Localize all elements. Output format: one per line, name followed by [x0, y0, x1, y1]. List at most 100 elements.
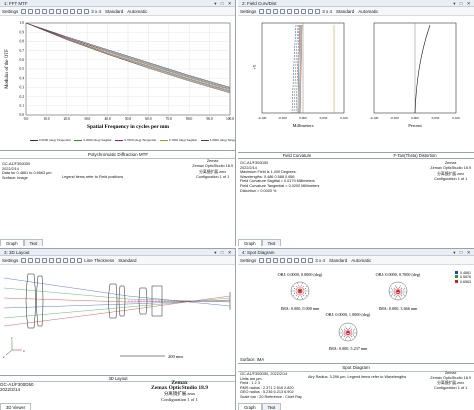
tab-text[interactable]: Text — [261, 403, 282, 410]
layout-title-bar[interactable]: 3: 3D Layout ▾ □ ✕ — [0, 249, 235, 256]
spot-cluster — [290, 281, 310, 301]
print-icon[interactable] — [280, 257, 286, 263]
spot-point — [394, 289, 396, 291]
file-label: 分离镜扩展.zmx — [163, 391, 196, 397]
copy-icon[interactable] — [273, 8, 279, 14]
x-tick-label: 60.0 — [145, 117, 151, 121]
y-tick-label: 0.9 — [20, 30, 25, 34]
tab-3d-viewer[interactable]: 3D Viewer — [0, 403, 32, 410]
spot-point — [348, 337, 350, 339]
settings-button[interactable]: Settings — [2, 8, 19, 14]
file-label: 分离镜扩展.zmx — [437, 381, 465, 386]
grid-dropdown[interactable]: 3 x 4 — [315, 257, 326, 263]
mtf-title-bar[interactable]: 1: FFT MTF ▾ □ ✕ — [0, 0, 235, 7]
spot-info-lines: GC-A1/F300D50, 2022/2/14 Units are μm. Fie… — [238, 372, 474, 400]
refresh-icon[interactable] — [21, 8, 27, 14]
window-controls[interactable]: ▾ □ ✕ — [453, 1, 472, 6]
line-icon[interactable] — [63, 8, 69, 14]
export-icon[interactable] — [63, 257, 69, 263]
settings-button[interactable]: Settings — [240, 257, 257, 263]
export-icon[interactable] — [49, 8, 55, 14]
spot-point — [298, 294, 300, 296]
line-icon[interactable] — [301, 8, 307, 14]
spot-point — [298, 296, 300, 298]
text-icon[interactable] — [56, 8, 62, 14]
copy-icon[interactable] — [35, 8, 41, 14]
copy-icon[interactable] — [273, 257, 279, 263]
zoom-icon[interactable] — [35, 257, 41, 263]
refresh-icon[interactable] — [21, 257, 27, 263]
layout-viewer[interactable]: x y z 200 mm — [0, 266, 236, 362]
tab-text[interactable]: Text — [23, 239, 44, 246]
tab-graph[interactable]: Graph — [238, 239, 262, 246]
automatic-dropdown[interactable]: Automatic — [351, 257, 372, 263]
line-thickness-dropdown[interactable]: Line Thickness — [84, 257, 115, 263]
legend-label: 0.4861 — [460, 271, 471, 275]
text-icon[interactable] — [294, 257, 300, 263]
standard-dropdown[interactable]: Standard — [105, 8, 124, 14]
standard-dropdown[interactable]: Standard — [336, 8, 355, 14]
spot-point — [400, 285, 401, 287]
legend-label: 0.0000 (deg) Sagittal — [83, 138, 112, 142]
spot-point — [404, 287, 405, 289]
spot-point — [351, 332, 353, 334]
automatic-dropdown[interactable]: Automatic — [358, 8, 379, 14]
layout-info-card: GC-A1/F300D50 2022/2/14 Zemax Zemax Optic… — [0, 380, 235, 405]
camera-icon[interactable] — [70, 257, 76, 263]
settings-button[interactable]: Settings — [240, 8, 257, 14]
print-icon[interactable] — [56, 257, 62, 263]
lock-icon[interactable] — [77, 257, 83, 263]
spot-toolbar: Settings 3 x 4 Standard Automatic — [238, 256, 474, 265]
info-line: Distortion = 0.0000 % — [240, 188, 277, 193]
spot-tabs: Graph Text — [238, 403, 282, 410]
line-icon[interactable] — [301, 257, 307, 263]
mtf-info-lines: GC-A1/F300D50 2022/2/14 Data for 0.4861 to… — [0, 162, 235, 180]
lock-icon[interactable] — [308, 257, 314, 263]
rotate-icon[interactable] — [28, 257, 34, 263]
print-icon[interactable] — [42, 8, 48, 14]
mtf-chart: 0.0 10.0 20.0 30.0 40.0 50.0 60.0 70.0 80.0 90.0 1… — [5, 21, 234, 130]
spot-1-obj: OBJ: 0.0000, 0.0000 (deg) — [278, 272, 323, 278]
lock-icon[interactable] — [84, 8, 90, 14]
legend-label: 0.7000 (deg) Tangential — [124, 138, 156, 142]
text-icon[interactable] — [294, 8, 300, 14]
info-line: Field Curvature Tangential = 0.0200 Mill… — [240, 183, 320, 188]
rect-icon[interactable] — [308, 8, 314, 14]
window-controls[interactable]: ▾ □ ✕ — [453, 250, 472, 255]
zoom-icon[interactable] — [28, 8, 34, 14]
refresh-icon[interactable] — [259, 257, 265, 263]
mtf-info-title: Polychromatic Diffraction MTF — [0, 151, 235, 159]
lock-icon[interactable] — [315, 8, 321, 14]
spot-point — [305, 290, 307, 292]
spot-title-bar[interactable]: 4: Spot Diagram ▾ □ ✕ — [238, 249, 474, 256]
field-title-bar[interactable]: 2: Field Curv/Dist ▾ □ ✕ — [238, 0, 474, 7]
spot-point — [405, 291, 407, 293]
window-controls[interactable]: ▾ □ ✕ — [214, 250, 233, 255]
spot-point — [393, 287, 395, 289]
refresh-icon[interactable] — [259, 8, 265, 14]
grid-dropdown[interactable]: 3 x 4 — [322, 8, 333, 14]
tab-graph[interactable]: Graph — [238, 403, 262, 410]
standard-dropdown[interactable]: Standard — [329, 257, 348, 263]
window-controls[interactable]: ▾ □ ✕ — [214, 1, 233, 6]
legend-label: 0.5876 — [460, 275, 471, 280]
spot-point — [303, 290, 305, 292]
zoom-icon[interactable] — [266, 8, 272, 14]
export-icon[interactable] — [287, 8, 293, 14]
automatic-dropdown[interactable]: Automatic — [127, 8, 148, 14]
copy-icon[interactable] — [49, 257, 55, 263]
grid-dropdown[interactable]: 3 x 4 — [91, 8, 102, 14]
standard-dropdown[interactable]: Standard — [118, 257, 137, 263]
ellipse-icon[interactable] — [77, 8, 83, 14]
export-icon[interactable] — [287, 257, 293, 263]
spot-point — [395, 285, 396, 287]
rect-icon[interactable] — [70, 8, 76, 14]
spot-point — [296, 293, 298, 295]
x-tick-label: 0.100 — [452, 116, 460, 120]
pan-icon[interactable] — [42, 257, 48, 263]
settings-button[interactable]: Settings — [2, 257, 19, 263]
tab-graph[interactable]: Graph — [0, 239, 24, 246]
tab-text[interactable]: Text — [261, 239, 282, 246]
print-icon[interactable] — [280, 8, 286, 14]
zoom-icon[interactable] — [266, 257, 272, 263]
